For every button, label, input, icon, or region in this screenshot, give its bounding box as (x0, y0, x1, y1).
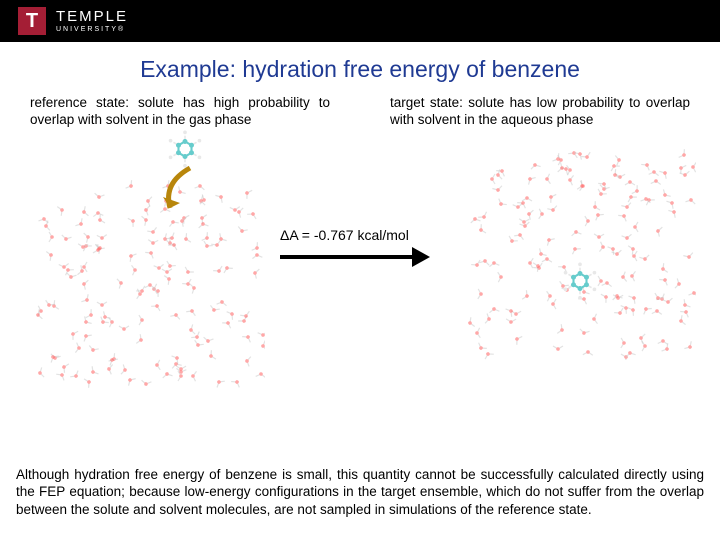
transition-arrow-icon (280, 247, 430, 267)
header-bar: T TEMPLE UNIVERSITY® (0, 0, 720, 42)
insertion-arrow-icon (155, 163, 205, 223)
state-descriptions: reference state: solute has high probabi… (0, 83, 720, 129)
solvent-box-left (30, 175, 265, 390)
target-state-text: target state: solute has low probability… (390, 95, 690, 129)
temple-logo-icon: T (18, 7, 46, 35)
logo-text-block: TEMPLE UNIVERSITY® (56, 9, 128, 33)
benzene-molecule-right (560, 261, 600, 301)
logo-subtitle: UNIVERSITY® (56, 26, 128, 33)
benzene-molecule-left (165, 129, 205, 169)
explanation-paragraph: Although hydration free energy of benzen… (16, 466, 704, 518)
solvent-box-right (461, 145, 696, 360)
slide-title: Example: hydration free energy of benzen… (0, 56, 720, 83)
diagram-area: ΔA = -0.767 kcal/mol (0, 135, 720, 395)
reference-state-text: reference state: solute has high probabi… (30, 95, 330, 129)
free-energy-value: ΔA = -0.767 kcal/mol (280, 227, 409, 243)
logo-name: TEMPLE (56, 9, 128, 24)
